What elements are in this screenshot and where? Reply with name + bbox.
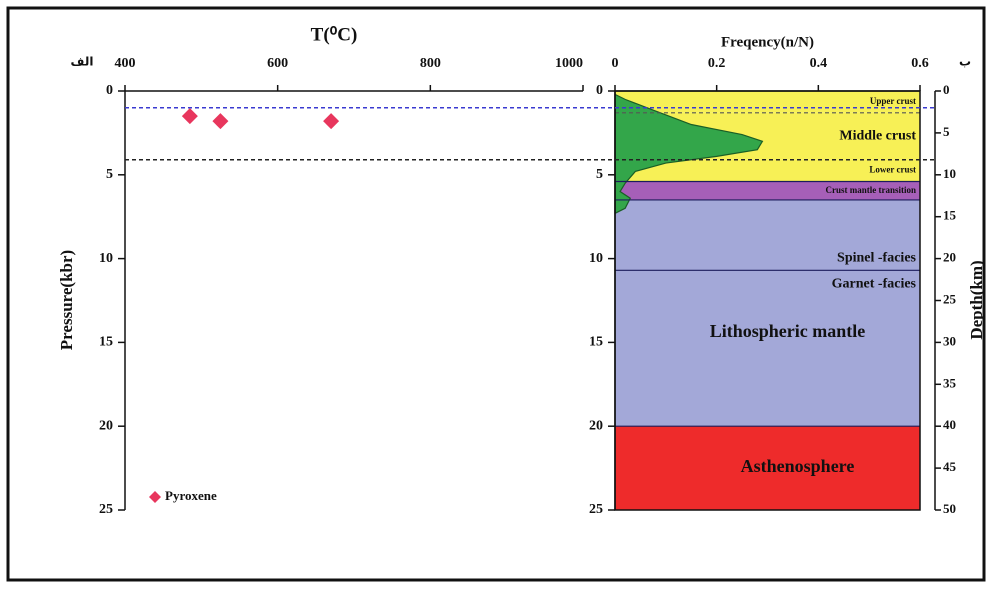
y2-tick-label: 15 (943, 208, 957, 223)
y-tick-label: 10 (99, 251, 113, 266)
y2-tick-label: 5 (943, 124, 950, 139)
layer-label: Garnet -facies (832, 277, 917, 292)
y2-tick-label: 0 (943, 82, 950, 97)
y-tick-label: 15 (99, 335, 113, 350)
x-tick-label: 400 (115, 56, 136, 71)
y2-tick-label: 45 (943, 459, 957, 474)
layer-label: Asthenosphere (741, 456, 855, 476)
y2-axis-label: Depth(km) (967, 260, 986, 339)
y-tick-label: 10 (589, 251, 603, 266)
y-tick-label: 5 (596, 167, 603, 182)
y-axis-label: Pressure(kbr) (57, 250, 76, 350)
layer (615, 270, 920, 426)
y2-tick-label: 10 (943, 166, 956, 181)
y-tick-label: 0 (106, 83, 113, 98)
y-tick-label: 25 (589, 502, 603, 517)
x-axis-title: T(⁰C) (311, 24, 358, 45)
figure: Pyroxene05101520254006008001000T(⁰C)الفP… (0, 0, 994, 588)
layer-label: Lower crust (869, 165, 916, 175)
y2-tick-label: 30 (943, 333, 956, 348)
group-label: Lithospheric mantle (710, 321, 866, 341)
y-tick-label: 20 (99, 418, 113, 433)
y-tick-label: 15 (589, 335, 603, 350)
x-tick-label: 0.6 (911, 56, 929, 71)
x-tick-label: 0 (612, 56, 619, 71)
corner-label: الف (71, 55, 94, 69)
x-tick-label: 0.4 (810, 56, 828, 71)
x-tick-label: 1000 (555, 56, 583, 71)
layer-label: Crust mantle transition (826, 185, 917, 195)
y-tick-label: 20 (589, 418, 603, 433)
layer-label: Upper crust (870, 96, 916, 106)
corner-label: ب (959, 55, 971, 69)
y2-tick-label: 40 (943, 417, 956, 432)
y2-tick-label: 20 (943, 250, 956, 265)
x-tick-label: 800 (420, 56, 441, 71)
page: Pyroxene05101520254006008001000T(⁰C)الفP… (0, 0, 994, 593)
layer-label: Spinel -facies (837, 251, 916, 266)
y2-tick-label: 25 (943, 291, 957, 306)
layer-label: Middle crust (839, 128, 916, 143)
y-tick-label: 5 (106, 167, 113, 182)
y2-tick-label: 50 (943, 501, 956, 516)
x-tick-label: 600 (267, 56, 288, 71)
y-tick-label: 25 (99, 502, 113, 517)
x-axis-title: Freqency(n/N) (721, 34, 814, 50)
y-tick-label: 0 (596, 83, 603, 98)
y2-tick-label: 35 (943, 375, 957, 390)
legend-label: Pyroxene (165, 488, 217, 503)
x-tick-label: 0.2 (708, 56, 726, 71)
